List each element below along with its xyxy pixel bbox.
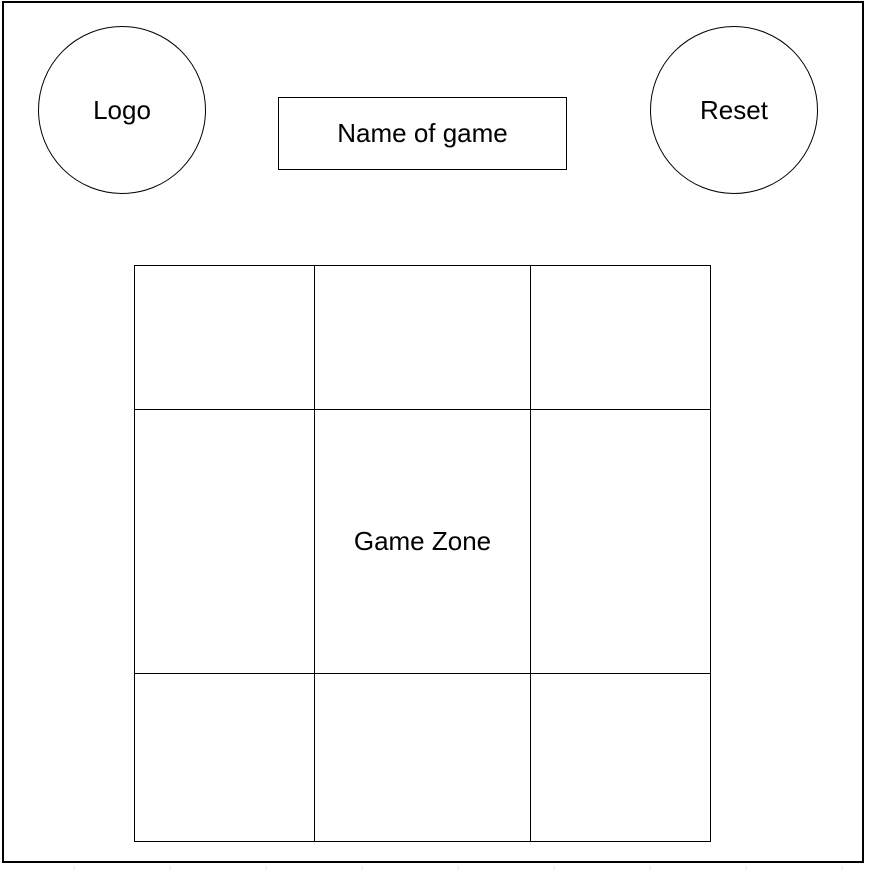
logo: Logo (38, 26, 206, 194)
game-cell-8[interactable] (315, 674, 531, 841)
game-cell-2[interactable] (315, 266, 531, 410)
reset-button-label: Reset (700, 94, 768, 125)
game-title-box: Name of game (278, 97, 567, 170)
game-cell-1[interactable] (135, 266, 315, 410)
game-cell-3[interactable] (531, 266, 710, 410)
reset-button[interactable]: Reset (650, 26, 818, 194)
logo-label: Logo (93, 94, 151, 125)
game-zone-grid: Game Zone (134, 265, 711, 842)
game-title: Name of game (337, 118, 508, 148)
canvas-grid-ticks (73, 866, 843, 871)
game-zone-center-cell[interactable]: Game Zone (315, 410, 531, 674)
game-cell-4[interactable] (135, 410, 315, 674)
game-cell-9[interactable] (531, 674, 710, 841)
game-cell-6[interactable] (531, 410, 710, 674)
game-cell-7[interactable] (135, 674, 315, 841)
